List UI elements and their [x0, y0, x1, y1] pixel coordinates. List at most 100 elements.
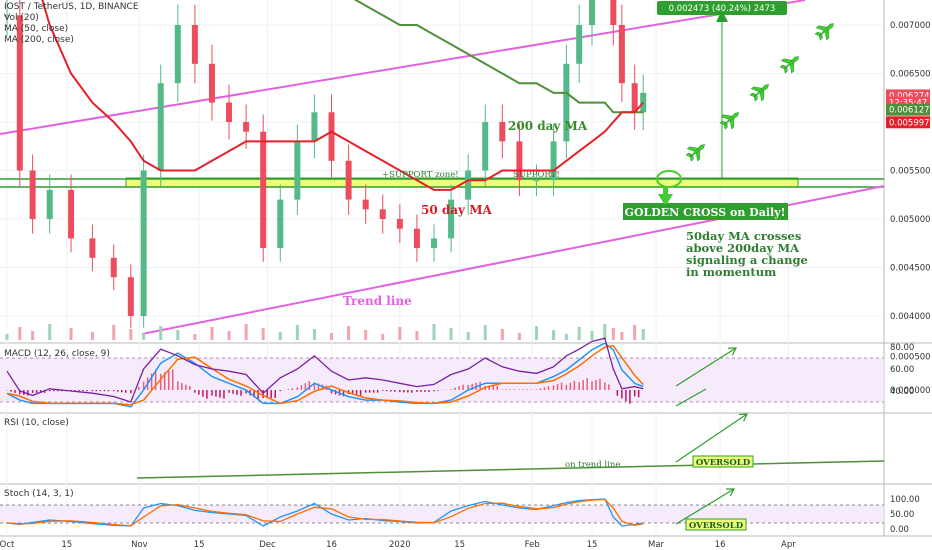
candle [328, 112, 335, 161]
rsi-title[interactable]: RSI (10, close) [4, 418, 69, 428]
indicator-vol[interactable]: Vol (20) [4, 13, 39, 23]
rsi-tick-label: 80.00 [890, 343, 914, 353]
volume-bar [5, 334, 9, 340]
stoch-d-line [6, 498, 644, 527]
volume-bar [398, 327, 402, 340]
volume-bar [295, 325, 299, 340]
candles [4, 0, 647, 328]
candle [379, 209, 386, 219]
candle [311, 112, 318, 142]
ma50-annotation: 50 day MA [421, 203, 492, 217]
candle [362, 199, 369, 210]
signal-line [6, 344, 644, 406]
candle [140, 170, 147, 316]
price-tick-label: 0.005500 [890, 167, 931, 177]
candle [157, 83, 164, 171]
volume-bar [552, 330, 556, 340]
rsi-arrow-head [738, 413, 748, 422]
candle [465, 170, 472, 200]
macd-line [6, 342, 644, 408]
trend-line-label: Trend line [343, 294, 412, 308]
time-tick-label: Feb [525, 540, 540, 550]
candle [226, 102, 233, 122]
rocket-icon [719, 112, 740, 130]
candle [191, 25, 198, 64]
price-badge-label: 12:35:47 [889, 99, 927, 109]
volume-bar [112, 325, 116, 340]
time-tick-label: Mar [648, 540, 665, 550]
candle [396, 219, 403, 229]
time-tick-label: Apr [781, 540, 796, 550]
grid [0, 0, 884, 536]
stoch-arrow-head [725, 488, 735, 497]
stoch-oversold-label: OVERSOLD [689, 521, 744, 531]
stoch-axis: 100.00 50.00 0.00 [890, 495, 920, 535]
volume-bar [210, 327, 214, 340]
time-tick-label: 15 [587, 540, 598, 550]
rocket-icon [779, 56, 800, 74]
macd-tick-label: 0.000500 [890, 353, 931, 363]
golden-cross-label: GOLDEN CROSS on Daily! [625, 206, 786, 219]
volume-bar [364, 330, 368, 340]
candle [89, 238, 96, 258]
ma200-line [353, 0, 644, 114]
candle [16, 15, 23, 171]
candle [563, 63, 570, 142]
time-tick-label: 15 [454, 540, 465, 550]
candle [208, 63, 215, 103]
volume-bar [261, 328, 265, 340]
volume-bar [611, 328, 615, 340]
volume-bar [466, 332, 470, 340]
price-badge-label: 0.006127 [889, 106, 930, 116]
price-badge [886, 103, 930, 116]
volume-bar [500, 329, 504, 340]
explanation-line: in momentum [686, 265, 776, 279]
volume-bar [227, 331, 231, 340]
explanation-line: 50day MA crosses [686, 229, 801, 243]
explanation-line: signaling a change [686, 253, 808, 267]
volume-bar [330, 333, 334, 340]
volume-bar [31, 331, 35, 340]
volume-bar [129, 329, 133, 340]
candle [127, 277, 134, 316]
measure-label-box [657, 1, 787, 15]
price-badge-label: 0.006274 [889, 91, 930, 101]
volume-bar [483, 325, 487, 340]
support-zone-label: +SUPPORT zone! [382, 170, 459, 180]
time-tick-label: 16 [326, 540, 337, 550]
rsi-axis: 80.00 60.00 40.00 [890, 343, 914, 397]
candle [631, 83, 638, 113]
volume-bar [534, 326, 538, 340]
stoch-tick-label: 0.00 [890, 525, 909, 535]
rsi-oversold-label: OVERSOLD [696, 458, 751, 468]
candle [260, 131, 267, 249]
volume-bar [244, 324, 248, 340]
chart-header: IOST / TetherUS, 1D, BINANCE Vol (20) MA… [4, 2, 139, 46]
candle [499, 122, 506, 142]
price-tick-label: 0.004500 [890, 264, 931, 274]
time-axis: Oct 15 Nov 15 Dec 16 2020 15 Feb 15 Mar 16 Apr [0, 540, 796, 550]
volume-bar [381, 334, 385, 340]
macd-title[interactable]: MACD (12, 26, close, 9) [4, 349, 110, 359]
candle [482, 122, 489, 171]
rocket-icon [814, 23, 835, 41]
macd-support-line [675, 388, 707, 407]
volume-bar [633, 325, 637, 340]
rsi-tick-label: 60.00 [890, 365, 914, 375]
measure-arrowhead [716, 10, 728, 22]
indicator-ma50[interactable]: MA (50, close) [4, 24, 69, 34]
stoch-title[interactable]: Stoch (14, 3, 1) [4, 489, 74, 499]
candle [29, 170, 36, 219]
candle [431, 238, 437, 249]
candle [610, 0, 617, 25]
stoch-band [0, 505, 884, 523]
volume-bar [432, 324, 436, 340]
indicator-ma200[interactable]: MA (200, close) [4, 35, 74, 45]
stoch-arrow [675, 488, 735, 525]
candle [294, 141, 301, 200]
volume-bar [159, 326, 163, 340]
candle [618, 25, 625, 84]
candle [243, 122, 250, 132]
